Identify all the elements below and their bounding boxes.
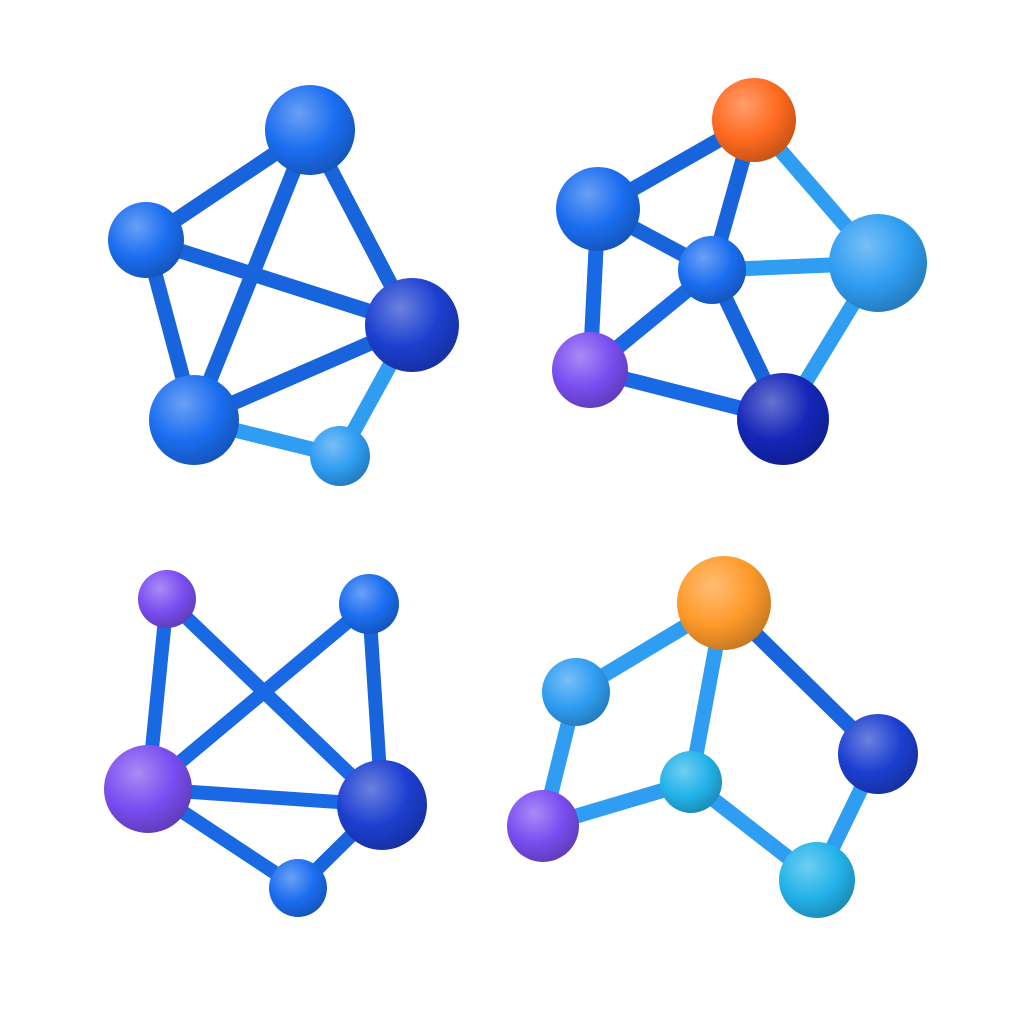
edge-n1-n4	[160, 592, 389, 812]
node-n6	[737, 373, 829, 465]
edge-n2-n3	[141, 597, 376, 796]
node-n1	[677, 556, 771, 650]
node-n5	[552, 332, 628, 408]
node-n3	[104, 745, 192, 833]
node-n3	[678, 236, 746, 304]
node-n2	[339, 574, 399, 634]
node-n4	[149, 375, 239, 465]
graph-top-right	[552, 78, 927, 465]
node-n1	[265, 85, 355, 175]
node-n4	[838, 714, 918, 794]
node-n2	[108, 202, 184, 278]
node-n3	[660, 751, 722, 813]
node-n5	[507, 790, 579, 862]
graphs-layer	[104, 78, 927, 918]
graph-bottom-left	[104, 570, 427, 917]
node-n6	[779, 842, 855, 918]
node-n2	[542, 658, 610, 726]
node-n3	[365, 278, 459, 372]
node-n1	[712, 78, 796, 162]
node-n5	[310, 426, 370, 486]
graph-bottom-right	[507, 556, 918, 918]
node-n5	[269, 859, 327, 917]
node-n4	[337, 760, 427, 850]
graph-top-left	[108, 85, 459, 486]
node-n2	[556, 167, 640, 251]
node-n4	[829, 214, 927, 312]
node-n1	[138, 570, 196, 628]
